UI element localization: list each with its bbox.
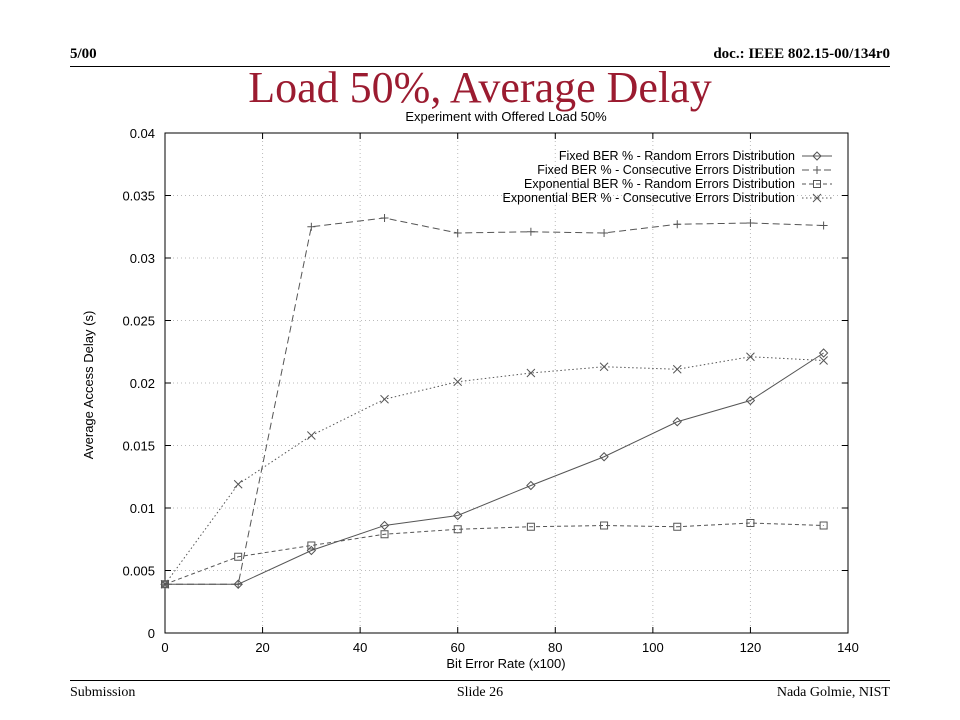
- series-4: [160, 352, 828, 589]
- y-tick-label: 0.03: [130, 251, 155, 266]
- footer-rule: [70, 680, 890, 681]
- x-tick-label: 80: [548, 640, 562, 655]
- legend-label: Exponential BER % - Random Errors Distri…: [524, 177, 795, 191]
- legend-marker: [813, 166, 821, 174]
- data-point: [160, 579, 170, 589]
- data-point: [819, 521, 828, 530]
- header-doc-id: doc.: IEEE 802.15-00/134r0: [713, 46, 890, 62]
- data-point: [819, 356, 828, 365]
- data-point: [672, 417, 682, 427]
- x-tick-label: 20: [255, 640, 269, 655]
- y-tick-label: 0.04: [130, 126, 155, 141]
- data-point: [453, 229, 462, 237]
- header-rule: [70, 66, 890, 67]
- data-point: [380, 214, 389, 222]
- y-tick-label: 0.015: [122, 439, 155, 454]
- data-point: [161, 580, 169, 589]
- data-point: [379, 520, 390, 531]
- grid: [165, 133, 848, 633]
- y-axis-label: Average Access Delay (s): [81, 311, 96, 460]
- data-point: [746, 519, 755, 527]
- legend-marker: [812, 193, 822, 203]
- data-point: [234, 580, 243, 589]
- data-point: [233, 479, 243, 489]
- chart-title: Experiment with Offered Load 50%: [405, 109, 607, 124]
- y-tick-label: 0.035: [122, 189, 155, 204]
- legend-marker: [812, 151, 822, 161]
- data-point: [818, 348, 829, 358]
- data-point: [526, 227, 535, 236]
- data-point: [453, 377, 463, 387]
- x-axis-label: Bit Error Rate (x100): [446, 656, 565, 671]
- x-tick-label: 140: [837, 640, 859, 655]
- data-point: [819, 221, 828, 230]
- series-1: [160, 348, 829, 589]
- data-point: [672, 364, 682, 374]
- data-point: [307, 431, 316, 440]
- data-point: [526, 368, 536, 378]
- data-point: [307, 541, 316, 550]
- series-line: [165, 352, 824, 585]
- series-line: [164, 356, 824, 585]
- series-3: [161, 519, 828, 589]
- y-tick-label: 0.01: [130, 501, 155, 516]
- x-tick-label: 60: [450, 640, 464, 655]
- x-tick-label: 40: [353, 640, 367, 655]
- legend-label: Fixed BER % - Consecutive Errors Distrib…: [537, 163, 795, 177]
- data-point: [380, 530, 389, 539]
- data-point: [453, 525, 462, 534]
- y-tick-label: 0.02: [130, 376, 155, 391]
- legend-label: Fixed BER % - Random Errors Distribution: [559, 149, 795, 163]
- axes: 0 20 40 60 80 100 120 140 0 0.005 0.01 0.015 0.02 0.0…: [122, 126, 858, 655]
- footer-author: Nada Golmie, NIST: [776, 685, 890, 700]
- series-2: [161, 214, 828, 589]
- series-layer: [160, 214, 829, 589]
- data-point: [526, 480, 536, 491]
- data-point: [453, 510, 463, 521]
- data-point: [600, 521, 609, 530]
- data-point: [599, 452, 609, 462]
- x-tick-label: 120: [740, 640, 762, 655]
- data-point: [380, 394, 389, 404]
- data-point: [599, 362, 609, 372]
- x-tick-label: 100: [642, 640, 664, 655]
- data-point: [307, 222, 316, 231]
- data-point: [526, 522, 535, 531]
- footer-slide-number: Slide 26: [456, 685, 504, 700]
- data-point: [673, 522, 682, 531]
- data-point: [746, 352, 755, 362]
- slide-title: Load 50%, Average Delay: [248, 63, 712, 112]
- legend: Fixed BER % - Random Errors Distribution…: [503, 149, 832, 205]
- series-line: [164, 522, 824, 585]
- data-point: [234, 552, 243, 561]
- data-point: [673, 220, 682, 229]
- legend-label: Exponential BER % - Consecutive Errors D…: [503, 191, 796, 205]
- header-date: 5/00: [70, 46, 97, 62]
- plot-frame: [164, 132, 849, 634]
- legend-marker: [813, 180, 821, 188]
- x-tick-label: 0: [161, 640, 168, 655]
- y-tick-label: 0.025: [122, 314, 155, 329]
- series-line: [165, 217, 824, 585]
- data-point: [600, 229, 609, 237]
- y-tick-label: 0: [148, 626, 155, 641]
- footer-submission: Submission: [70, 685, 136, 700]
- data-point: [746, 219, 755, 227]
- y-tick-label: 0.005: [122, 564, 155, 579]
- data-point: [745, 395, 756, 406]
